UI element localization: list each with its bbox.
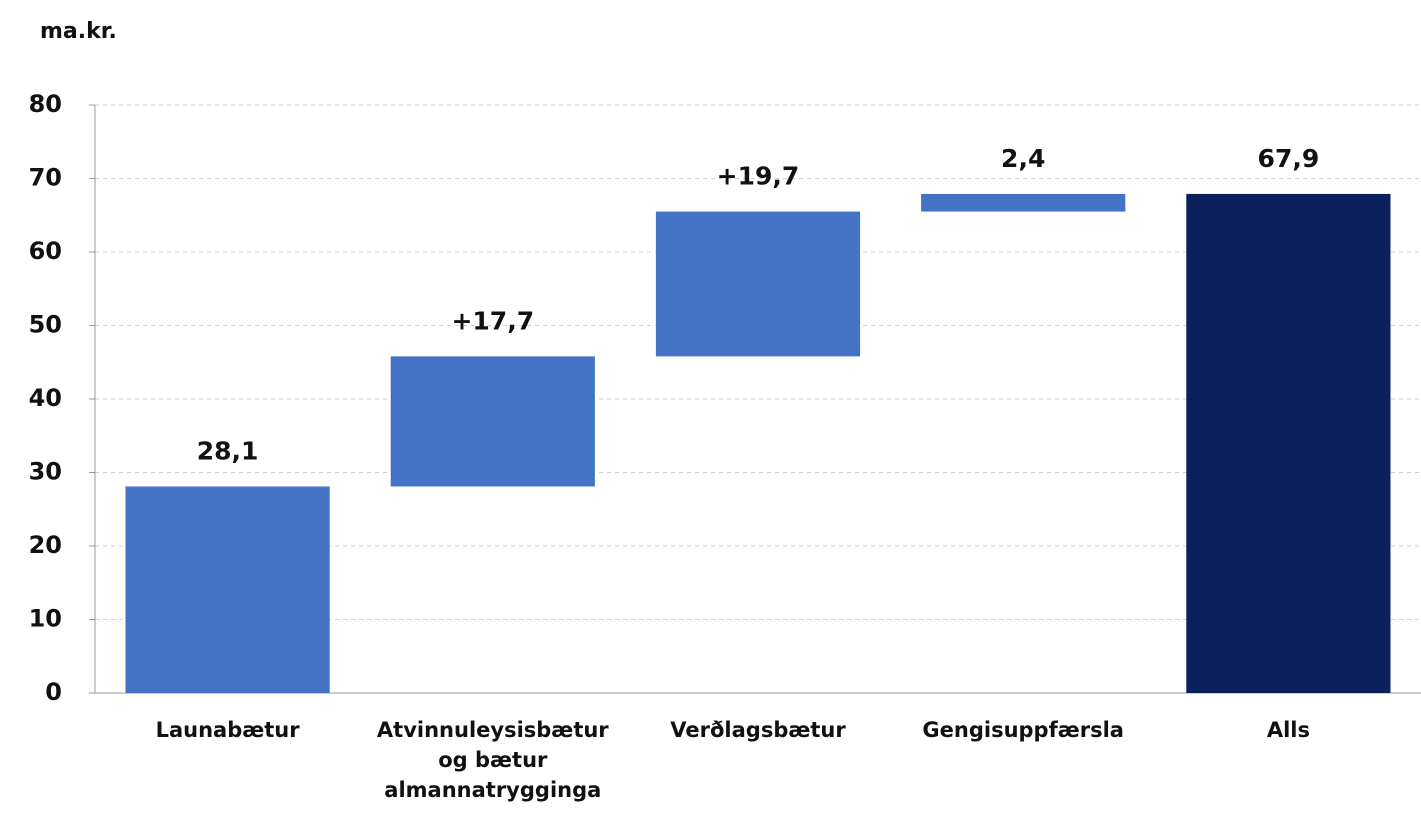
total-bar bbox=[1186, 193, 1391, 693]
value-label: 2,4 bbox=[1001, 144, 1045, 173]
x-tick-label: Atvinnuleysisbætur og bætur almannatrygg… bbox=[376, 718, 609, 802]
bar bbox=[125, 486, 330, 693]
y-tick-label: 60 bbox=[29, 237, 62, 265]
x-tick-label: Launabætur bbox=[155, 718, 300, 742]
x-tick-label: Alls bbox=[1266, 718, 1310, 742]
x-tick-label: Gengisuppfærsla bbox=[922, 718, 1124, 742]
y-tick-label: 50 bbox=[29, 311, 62, 339]
bar bbox=[390, 356, 595, 487]
y-axis-label: ma.kr. bbox=[40, 19, 117, 44]
y-tick-label: 70 bbox=[29, 164, 62, 192]
y-tick-label: 0 bbox=[45, 678, 62, 706]
value-label: +19,7 bbox=[717, 162, 800, 191]
y-tick-label: 30 bbox=[29, 458, 62, 486]
bar bbox=[921, 193, 1126, 212]
value-label: 28,1 bbox=[197, 436, 259, 465]
value-label: +17,7 bbox=[451, 306, 534, 335]
y-tick-label: 80 bbox=[29, 90, 62, 118]
y-tick-label: 20 bbox=[29, 531, 62, 559]
y-tick-label: 10 bbox=[29, 605, 62, 633]
bar bbox=[655, 211, 861, 357]
y-tick-label: 40 bbox=[29, 384, 62, 412]
x-tick-label: Verðlagsbætur bbox=[670, 718, 846, 742]
value-label: 67,9 bbox=[1258, 144, 1320, 173]
